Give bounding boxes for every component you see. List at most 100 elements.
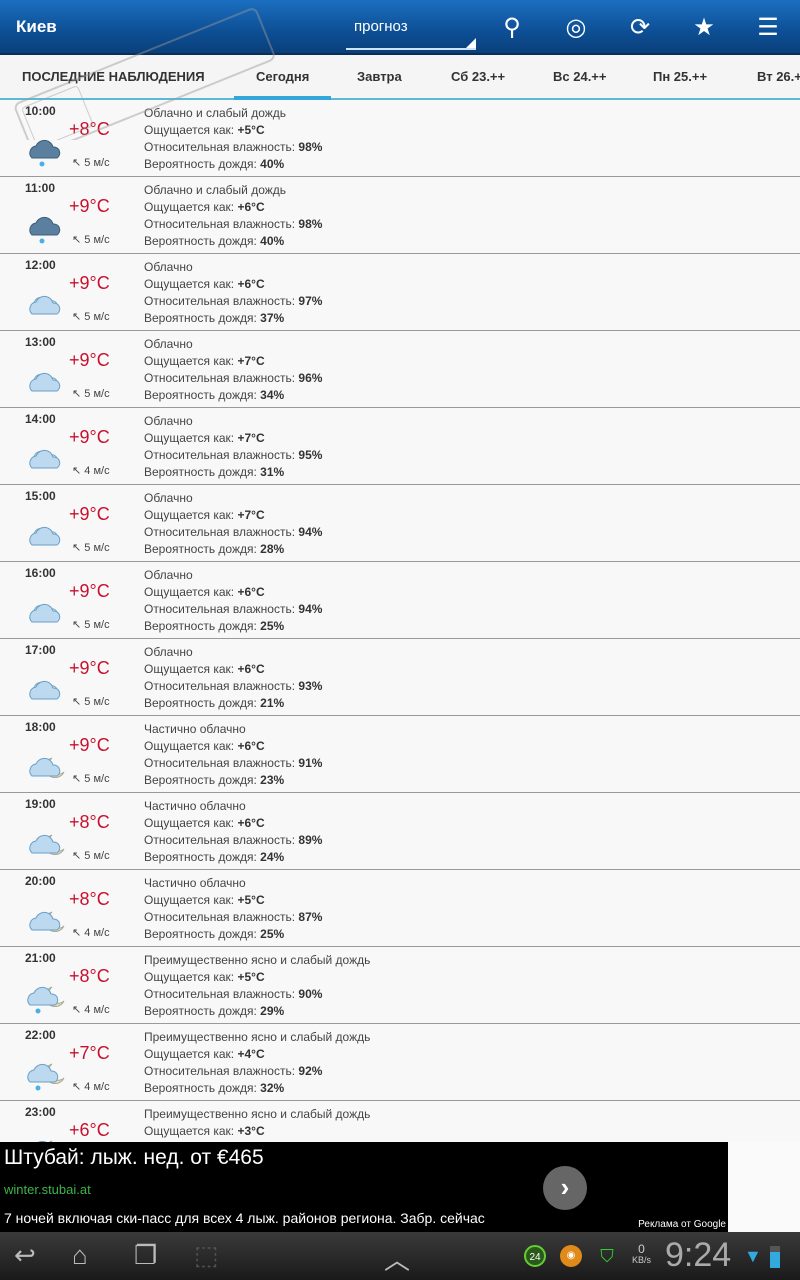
row-time: 20:00 <box>25 874 56 888</box>
chevron-up-icon[interactable]: ︿ <box>384 1245 411 1275</box>
row-wind: ↖ 5 м/с <box>72 157 110 169</box>
row-condition: Преимущественно ясно и слабый дождь <box>144 953 371 967</box>
tab-today[interactable]: Сегодня <box>234 69 332 101</box>
ad-arrow-icon[interactable]: › <box>543 1166 587 1210</box>
row-feels-like: Ощущается как: +6°C <box>144 662 265 676</box>
tab-tue[interactable]: Вт 26.++ <box>757 69 800 84</box>
row-feels-like: Ощущается как: +5°C <box>144 123 265 137</box>
row-wind: ↖ 4 м/с <box>72 465 110 477</box>
wind-direction-icon: ↖ <box>72 773 82 785</box>
row-humidity: Относительная влажность: 95% <box>144 448 323 462</box>
row-feels-like: Ощущается как: +4°C <box>144 1047 265 1061</box>
row-condition: Облачно <box>144 645 193 659</box>
row-temperature: +9°C <box>69 581 110 601</box>
wind-direction-icon: ↖ <box>72 1004 82 1016</box>
row-temperature: +8°C <box>69 966 110 986</box>
row-time: 15:00 <box>25 489 56 503</box>
row-condition: Облачно и слабый дождь <box>144 106 287 120</box>
forecast-row: 12:00 +9°C ↖ 5 м/с Облачно Ощущается как… <box>0 254 800 331</box>
app-notification-icon[interactable]: ◉ <box>560 1245 582 1267</box>
row-condition: Облачно и слабый дождь <box>144 183 287 197</box>
row-feels-like: Ощущается как: +7°C <box>144 508 265 522</box>
row-feels-like: Ощущается как: +5°C <box>144 970 265 984</box>
forecast-row: 22:00 +7°C ↖ 4 м/с Преимущественно ясно … <box>0 1024 800 1101</box>
recent-apps-icon[interactable]: ❐ <box>134 1240 158 1270</box>
row-details: Облачно Ощущается как: +6°C Относительная… <box>144 259 322 327</box>
forecast-row: 15:00 +9°C ↖ 5 м/с Облачно Ощущается как… <box>0 485 800 562</box>
battery-icon <box>770 1246 780 1268</box>
partly-cloudy-night-icon <box>24 831 66 859</box>
location-icon[interactable]: ◎ <box>565 14 587 41</box>
row-humidity: Относительная влажность: 94% <box>144 525 323 539</box>
row-humidity: Относительная влажность: 96% <box>144 371 323 385</box>
forecast-row: 16:00 +9°C ↖ 5 м/с Облачно Ощущается как… <box>0 562 800 639</box>
row-temperature: +9°C <box>69 735 110 755</box>
tab-observations[interactable]: ПОСЛЕДНИЕ НАБЛЮДЕНИЯ <box>22 69 205 84</box>
forecast-row: 13:00 +9°C ↖ 5 м/с Облачно Ощущается как… <box>0 331 800 408</box>
row-details: Облачно Ощущается как: +6°C Относительная… <box>144 644 322 712</box>
hourly-forecast-list[interactable]: 10:00 +8°C ↖ 5 м/с Облачно и слабый дожд… <box>0 100 800 1142</box>
row-rain-chance: Вероятность дождя: 23% <box>144 773 285 787</box>
tab-mon[interactable]: Пн 25.++ <box>653 69 708 84</box>
notification-badge-icon[interactable]: 24 <box>524 1245 546 1267</box>
row-humidity: Относительная влажность: 87% <box>144 910 323 924</box>
row-details: Облачно Ощущается как: +6°C Относительная… <box>144 567 322 635</box>
forecast-row: 19:00 +8°C ↖ 5 м/с Частично облачно Ощущ… <box>0 793 800 870</box>
system-nav-bar: ↩ ⌂ ❐ ⬚ ︿ 24 ◉ ⛉ 0 KB/s 9:24 ▼ <box>0 1232 800 1280</box>
ad-url[interactable]: winter.stubai.at <box>4 1182 91 1197</box>
row-humidity: Относительная влажность: 89% <box>144 833 323 847</box>
row-feels-like: Ощущается как: +5°C <box>144 893 265 907</box>
tab-tomorrow[interactable]: Завтра <box>357 69 402 84</box>
row-time: 21:00 <box>25 951 56 965</box>
forecast-row: 10:00 +8°C ↖ 5 м/с Облачно и слабый дожд… <box>0 100 800 177</box>
forecast-row: 14:00 +9°C ↖ 4 м/с Облачно Ощущается как… <box>0 408 800 485</box>
ad-side-space <box>728 1142 800 1232</box>
mode-spinner[interactable]: прогноз <box>346 10 476 50</box>
row-feels-like: Ощущается как: +6°C <box>144 200 265 214</box>
row-condition: Облачно <box>144 337 193 351</box>
row-humidity: Относительная влажность: 92% <box>144 1064 323 1078</box>
row-time: 23:00 <box>25 1105 56 1119</box>
row-rain-chance: Вероятность дождя: 37% <box>144 311 285 325</box>
tab-bar: ПОСЛЕДНИЕ НАБЛЮДЕНИЯ Сегодня Завтра Сб 2… <box>0 55 800 101</box>
row-wind: ↖ 5 м/с <box>72 850 110 862</box>
row-wind: ↖ 5 м/с <box>72 696 110 708</box>
partly-cloudy-night-icon <box>24 908 66 936</box>
wind-direction-icon: ↖ <box>72 696 82 708</box>
row-wind: ↖ 4 м/с <box>72 1004 110 1016</box>
ad-banner[interactable]: Штубай: лыж. нед. от €465 winter.stubai.… <box>0 1142 728 1232</box>
moon-cloud-rain-icon <box>24 985 66 1014</box>
cloud-rain-icon <box>24 138 66 167</box>
back-icon[interactable]: ↩ <box>14 1240 36 1270</box>
home-icon[interactable]: ⌂ <box>72 1240 88 1270</box>
row-time: 19:00 <box>25 797 56 811</box>
moon-cloud-rain-icon <box>24 1062 66 1091</box>
wind-direction-icon: ↖ <box>72 465 82 477</box>
row-wind: ↖ 5 м/с <box>72 388 110 400</box>
row-details: Частично облачно Ощущается как: +6°C Отно… <box>144 798 322 866</box>
row-humidity: Относительная влажность: 93% <box>144 679 323 693</box>
wind-direction-icon: ↖ <box>72 927 82 939</box>
row-time: 13:00 <box>25 335 56 349</box>
cloud-rain-icon <box>24 215 66 244</box>
row-condition: Преимущественно ясно и слабый дождь <box>144 1107 371 1121</box>
search-icon[interactable]: ⚲ <box>503 14 521 41</box>
cloud-icon <box>24 677 66 705</box>
star-icon[interactable]: ★ <box>693 14 715 41</box>
row-time: 12:00 <box>25 258 56 272</box>
refresh-icon[interactable]: ⟳ <box>629 14 651 41</box>
row-condition: Преимущественно ясно и слабый дождь <box>144 1030 371 1044</box>
shield-icon[interactable]: ⛉ <box>600 1246 614 1266</box>
wind-direction-icon: ↖ <box>72 157 82 169</box>
tab-sat[interactable]: Сб 23.++ <box>451 69 506 84</box>
cloud-icon <box>24 600 66 628</box>
row-details: Частично облачно Ощущается как: +5°C Отно… <box>144 875 322 943</box>
row-humidity: Относительная влажность: 94% <box>144 602 323 616</box>
settings-sliders-icon[interactable]: ☰ <box>757 14 779 41</box>
screenshot-icon[interactable]: ⬚ <box>194 1240 219 1270</box>
row-humidity: Относительная влажность: 91% <box>144 756 323 770</box>
cloud-icon <box>24 292 66 320</box>
row-rain-chance: Вероятность дождя: 32% <box>144 1081 285 1095</box>
tab-sun[interactable]: Вс 24.++ <box>553 69 607 84</box>
network-speed: 0 KB/s <box>632 1242 652 1265</box>
